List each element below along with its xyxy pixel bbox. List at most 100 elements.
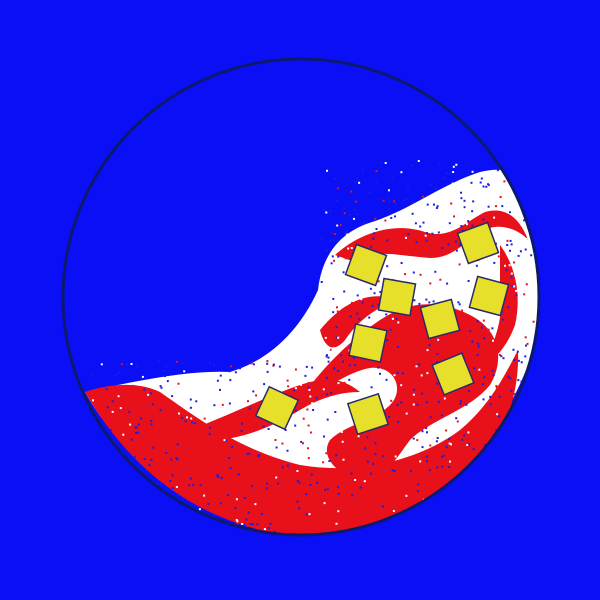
speckle	[491, 369, 494, 372]
speckle	[176, 360, 178, 363]
speckle	[510, 389, 513, 392]
speckle	[492, 374, 495, 377]
speckle	[285, 452, 288, 454]
speckle	[493, 342, 496, 345]
speckle	[431, 426, 434, 429]
speckle	[445, 445, 448, 448]
speckle	[476, 342, 479, 345]
speckle	[487, 328, 490, 331]
speckle	[369, 287, 372, 290]
speckle	[226, 424, 229, 427]
speckle	[186, 416, 188, 419]
speckle	[392, 510, 395, 512]
speckle	[334, 411, 337, 413]
speckle	[130, 363, 133, 365]
speckle	[294, 387, 297, 390]
speckle	[120, 363, 123, 366]
speckle	[407, 185, 409, 188]
speckle	[234, 371, 237, 374]
speckle	[203, 494, 206, 497]
speckle	[438, 164, 441, 166]
speckle	[301, 527, 304, 530]
speckle	[304, 437, 307, 440]
speckle	[436, 466, 439, 469]
speckle	[286, 500, 289, 503]
speckle	[505, 337, 507, 340]
speckle	[266, 482, 269, 485]
speckle	[495, 386, 498, 389]
speckle	[201, 377, 204, 380]
speckle	[516, 227, 519, 229]
speckle	[482, 398, 485, 401]
speckle	[91, 373, 94, 376]
speckle	[245, 374, 248, 377]
speckle	[135, 426, 138, 429]
speckle	[472, 408, 475, 411]
speckle	[157, 398, 160, 401]
speckle	[414, 222, 417, 225]
speckle	[335, 326, 338, 329]
speckle	[421, 430, 424, 433]
speckle	[370, 245, 373, 248]
speckle	[436, 360, 438, 363]
speckle	[132, 384, 135, 387]
speckle	[246, 524, 249, 527]
speckle	[351, 494, 354, 497]
speckle	[431, 232, 434, 235]
speckle	[106, 406, 109, 409]
speckle	[281, 442, 284, 445]
speckle	[441, 414, 443, 417]
speckle	[386, 239, 389, 242]
speckle	[519, 250, 522, 253]
speckle	[382, 199, 385, 202]
speckle	[442, 454, 445, 457]
speckle	[504, 264, 506, 267]
speckle	[465, 403, 468, 406]
speckle	[454, 337, 457, 340]
speckle	[323, 502, 326, 505]
speckle	[358, 318, 361, 321]
speckle	[421, 446, 424, 449]
speckle	[352, 460, 355, 463]
speckle	[254, 503, 257, 506]
speckle	[526, 342, 529, 345]
speckle	[415, 365, 418, 368]
speckle	[231, 445, 234, 448]
speckle	[461, 269, 464, 272]
speckle	[343, 381, 346, 384]
yellow-block	[346, 392, 390, 436]
speckle	[286, 379, 289, 382]
speckle	[329, 240, 332, 243]
speckle	[356, 177, 359, 180]
speckle	[436, 437, 439, 439]
speckle	[275, 446, 278, 449]
speckle	[322, 461, 325, 464]
speckle	[240, 396, 243, 399]
speckle	[524, 248, 527, 251]
speckle	[436, 205, 439, 208]
speckle	[446, 282, 449, 285]
speckle	[249, 523, 252, 525]
speckle	[322, 388, 325, 391]
speckle	[445, 429, 448, 432]
speckle	[426, 232, 428, 235]
speckle	[220, 502, 222, 505]
speckle	[217, 476, 220, 478]
speckle	[417, 483, 420, 486]
speckle	[307, 386, 310, 389]
speckle	[489, 403, 492, 406]
speckle	[114, 374, 117, 377]
speckle	[479, 181, 482, 184]
speckle	[295, 376, 298, 379]
speckle	[354, 501, 357, 504]
speckle	[441, 455, 443, 458]
speckle	[269, 522, 272, 525]
speckle	[350, 247, 353, 249]
speckle	[229, 365, 232, 368]
speckle	[532, 335, 535, 338]
speckle	[372, 237, 375, 240]
speckle	[509, 249, 511, 252]
speckle	[155, 482, 158, 485]
speckle	[400, 384, 403, 387]
speckle	[105, 388, 108, 391]
